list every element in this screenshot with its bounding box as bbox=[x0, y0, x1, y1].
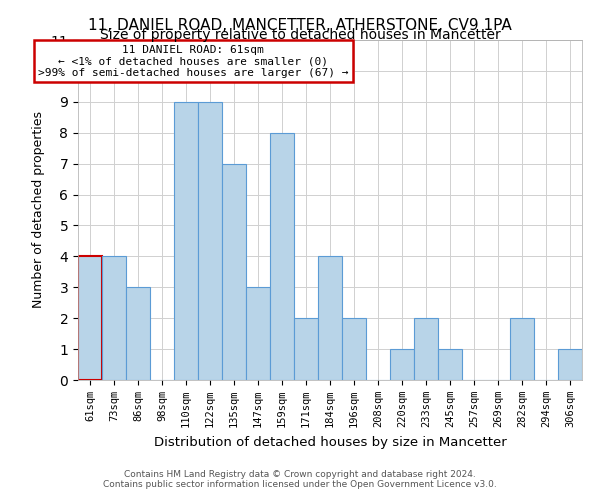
Y-axis label: Number of detached properties: Number of detached properties bbox=[32, 112, 45, 308]
Text: 11, DANIEL ROAD, MANCETTER, ATHERSTONE, CV9 1PA: 11, DANIEL ROAD, MANCETTER, ATHERSTONE, … bbox=[88, 18, 512, 32]
Bar bbox=[246, 288, 270, 380]
Bar bbox=[270, 132, 294, 380]
Text: 11 DANIEL ROAD: 61sqm
← <1% of detached houses are smaller (0)
>99% of semi-deta: 11 DANIEL ROAD: 61sqm ← <1% of detached … bbox=[38, 44, 349, 78]
Bar bbox=[78, 256, 102, 380]
Bar bbox=[318, 256, 342, 380]
Text: Contains HM Land Registry data © Crown copyright and database right 2024.
Contai: Contains HM Land Registry data © Crown c… bbox=[103, 470, 497, 489]
Bar bbox=[222, 164, 246, 380]
Bar bbox=[390, 349, 414, 380]
Bar bbox=[294, 318, 318, 380]
Bar bbox=[438, 349, 462, 380]
Bar bbox=[558, 349, 582, 380]
Bar bbox=[102, 256, 126, 380]
Bar bbox=[126, 288, 150, 380]
Bar bbox=[414, 318, 438, 380]
Text: Size of property relative to detached houses in Mancetter: Size of property relative to detached ho… bbox=[100, 28, 500, 42]
X-axis label: Distribution of detached houses by size in Mancetter: Distribution of detached houses by size … bbox=[154, 436, 506, 448]
Bar bbox=[510, 318, 534, 380]
Bar bbox=[174, 102, 198, 380]
Bar bbox=[342, 318, 366, 380]
Bar bbox=[198, 102, 222, 380]
